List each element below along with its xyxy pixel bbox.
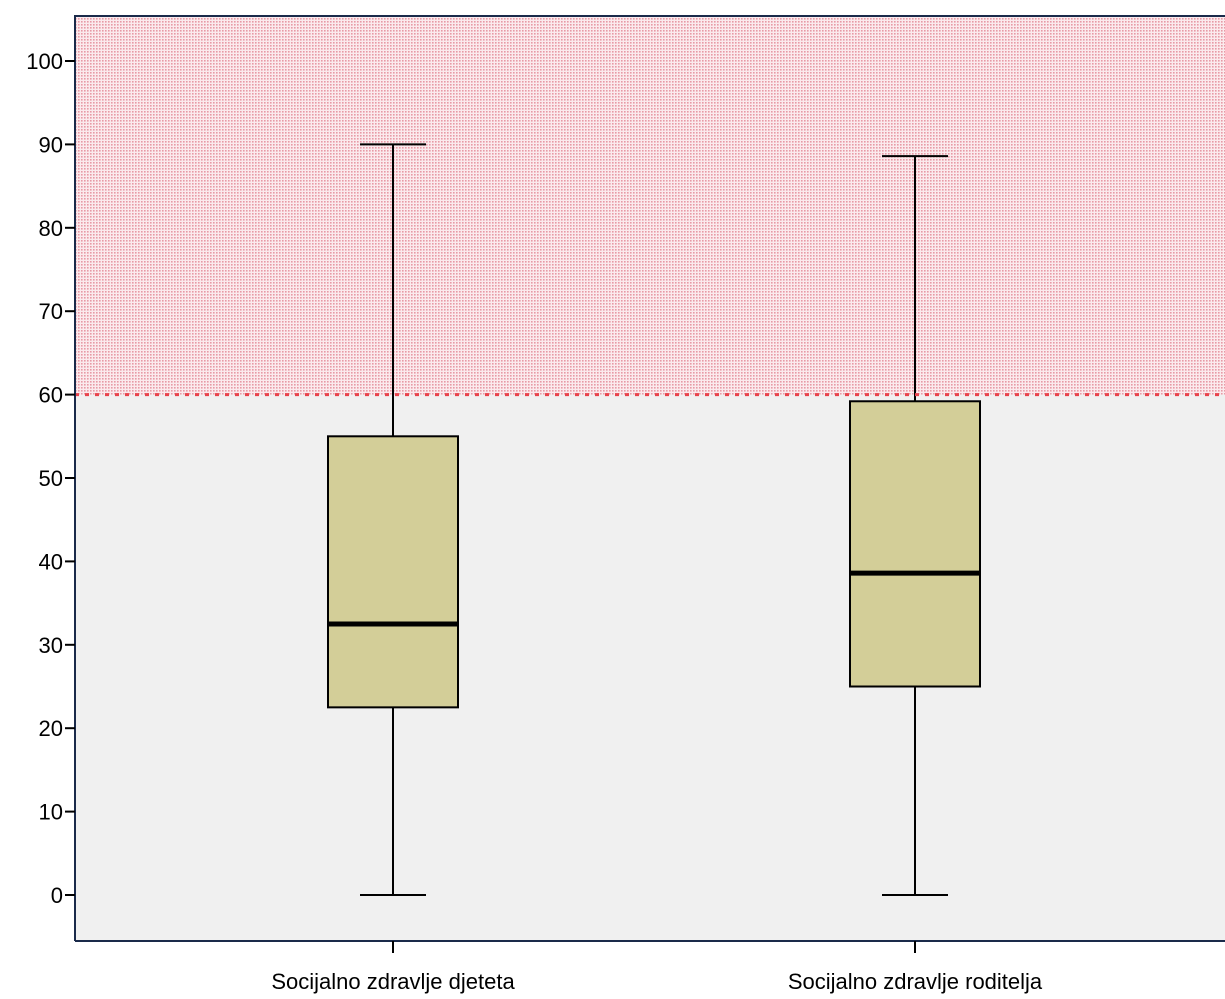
y-tick-label: 30: [39, 633, 63, 658]
box-1: [327, 143, 459, 896]
y-tick-label: 90: [39, 132, 63, 157]
y-tick-label: 10: [39, 800, 63, 825]
y-ticks: 0 10 20 30 40 50 60 70 80 90 100: [26, 49, 75, 908]
shaded-region-above-threshold: [75, 15, 1225, 395]
y-tick-label: 80: [39, 216, 63, 241]
y-tick-label: 100: [26, 49, 63, 74]
x-category-label: Socijalno zdravlje roditelja: [788, 969, 1043, 994]
iqr-box: [327, 435, 459, 709]
x-category-label: Socijalno zdravlje djeteta: [271, 969, 515, 994]
x-categories: Socijalno zdravlje djeteta Socijalno zdra…: [271, 941, 1043, 994]
y-tick-label: 70: [39, 299, 63, 324]
iqr-box: [849, 400, 981, 688]
y-tick-label: 0: [51, 883, 63, 908]
y-tick-label: 40: [39, 549, 63, 574]
y-tick-label: 50: [39, 466, 63, 491]
box-2: [849, 155, 981, 896]
y-tick-label: 60: [39, 383, 63, 408]
boxes-layer: [327, 143, 981, 896]
y-tick-label: 20: [39, 716, 63, 741]
